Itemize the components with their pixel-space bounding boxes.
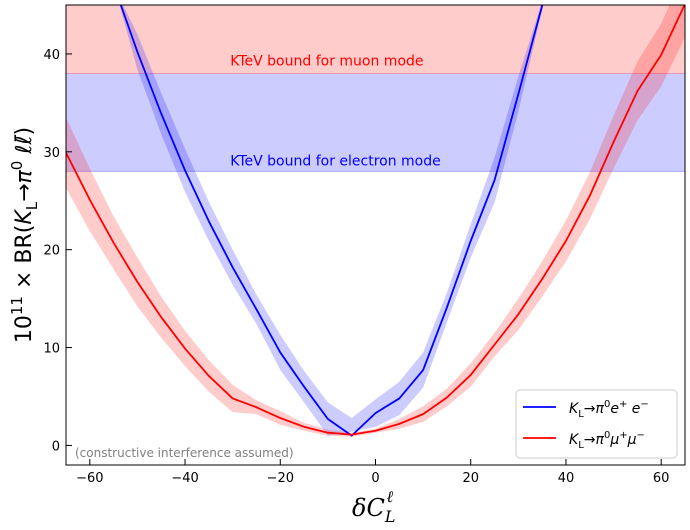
x-tick-label: 20 — [462, 471, 479, 486]
y-tick-label: 20 — [43, 244, 60, 259]
uncertainty-bands — [66, 5, 685, 437]
bound-bands — [66, 5, 685, 172]
axis-ticks: −60 −40 −20 0 20 40 60 0 10 20 30 40 — [43, 48, 669, 486]
y-axis-title: 1011 × BR(KL→π0 ℓℓ̄) — [8, 127, 41, 343]
legend-box — [515, 389, 678, 459]
line-electron — [119, 5, 544, 437]
y-tick-label: 0 — [52, 439, 60, 454]
legend: KL→π0e+ e− KL→π0μ+μ− — [515, 389, 678, 459]
x-tick-label: 0 — [371, 471, 379, 486]
x-tick-label: −40 — [171, 471, 198, 486]
y-tick-label: 40 — [43, 48, 60, 63]
legend-label-electron: KL→π0e+ e− — [569, 399, 649, 420]
series-lines — [66, 5, 685, 437]
legend-label-muon: KL→π0μ+μ− — [569, 430, 645, 451]
bound-band-muon — [66, 5, 685, 74]
x-tick-label: −60 — [76, 471, 103, 486]
y-tick-label: 10 — [43, 342, 60, 357]
x-tick-label: −20 — [267, 471, 294, 486]
x-tick-label: 40 — [558, 471, 575, 486]
muon-bound-label: KTeV bound for muon mode — [230, 54, 423, 70]
line-muon — [66, 5, 685, 436]
y-tick-label: 30 — [43, 146, 60, 161]
x-tick-label: 60 — [653, 471, 670, 486]
band-electron — [119, 5, 544, 436]
interference-note: (constructive interference assumed) — [75, 446, 294, 460]
bound-band-electron — [66, 73, 685, 172]
electron-bound-label: KTeV bound for electron mode — [230, 154, 441, 170]
x-axis-title: δCLℓ — [352, 487, 395, 526]
